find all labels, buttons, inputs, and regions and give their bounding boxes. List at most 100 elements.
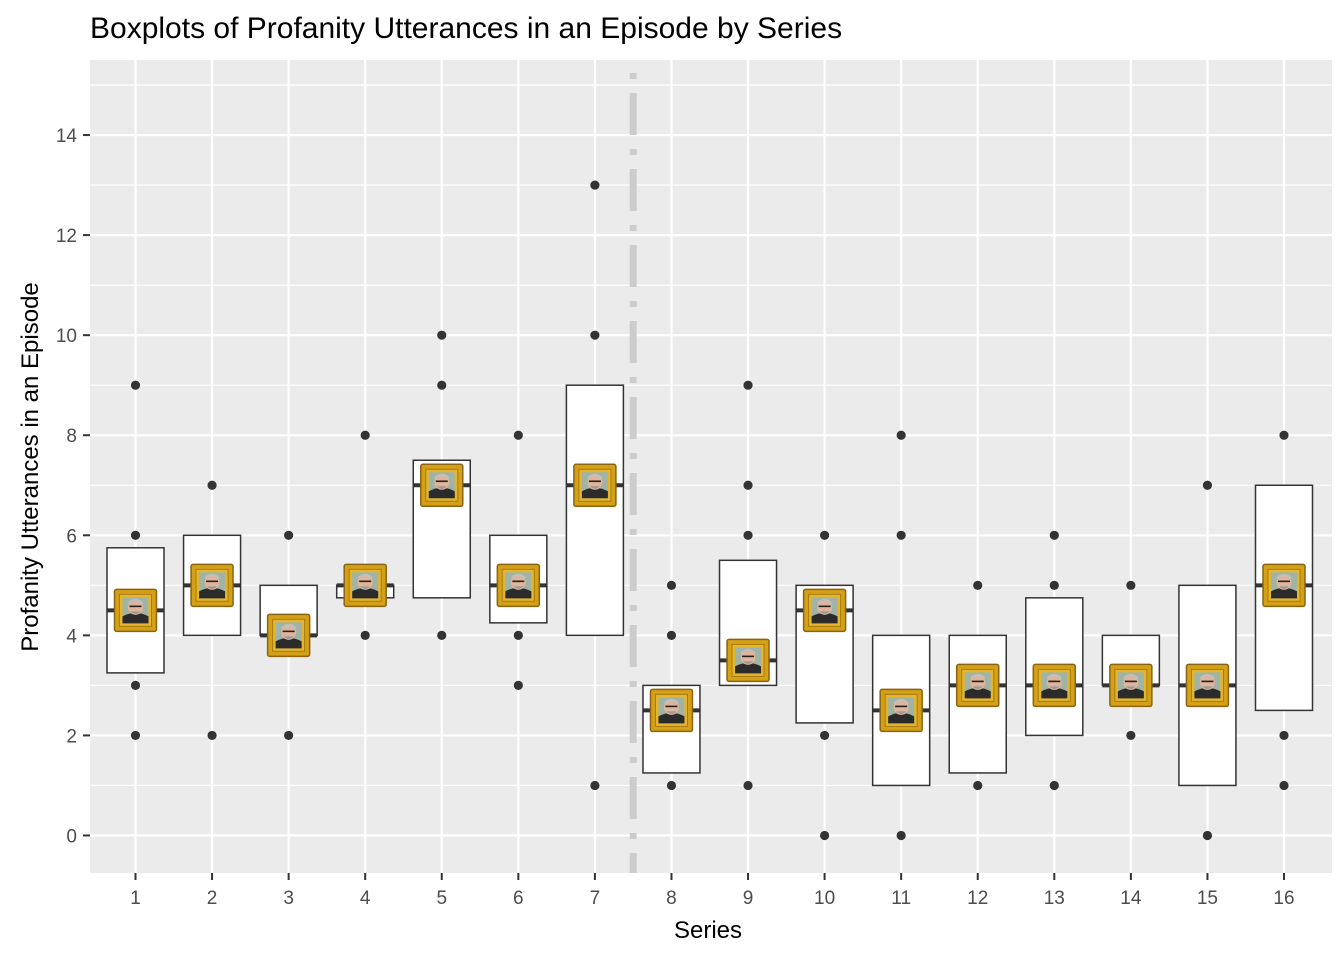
portrait-beard xyxy=(130,611,141,614)
box-series-2 xyxy=(182,480,242,741)
outlier-point xyxy=(284,730,294,741)
y-tick-label: 6 xyxy=(66,526,77,547)
framed-portrait-icon xyxy=(343,563,387,608)
portrait-hair xyxy=(1046,673,1063,680)
portrait-shoulders xyxy=(352,587,379,599)
portrait-beard xyxy=(436,486,447,489)
outlier-point xyxy=(1049,580,1059,590)
framed-portrait-icon xyxy=(1109,663,1153,708)
portrait-beard xyxy=(819,611,830,614)
outlier-point xyxy=(820,730,830,741)
outlier-point xyxy=(1279,430,1289,440)
portrait-face xyxy=(204,574,220,590)
x-tick-label: 9 xyxy=(743,888,754,909)
x-tick-label: 3 xyxy=(283,888,294,909)
x-tick-label: 4 xyxy=(360,888,371,909)
y-tick-label: 12 xyxy=(56,226,77,247)
outlier-point xyxy=(130,380,141,390)
y-tick-label: 4 xyxy=(66,626,77,647)
portrait-face xyxy=(893,699,909,715)
outlier-point xyxy=(590,330,600,340)
x-axis: 1 2 3 4 5 6 7 8 9 10 11 12 13 14 15 16 xyxy=(130,873,1295,909)
portrait-hair xyxy=(1123,673,1139,680)
outlier-point xyxy=(1049,780,1059,791)
portrait-shoulders xyxy=(1117,687,1144,699)
plot-panel xyxy=(90,60,1332,873)
portrait-face xyxy=(128,599,143,615)
y-tick-label: 14 xyxy=(56,126,78,147)
portrait-shoulders xyxy=(505,587,532,599)
outlier-point xyxy=(1279,730,1289,741)
outlier-point xyxy=(820,830,830,841)
portrait-shoulders xyxy=(658,712,685,724)
outlier-point xyxy=(1049,530,1059,540)
y-tick-label: 8 xyxy=(66,426,77,447)
box-series-13 xyxy=(1025,530,1084,791)
outlier-point xyxy=(896,430,906,440)
portrait-beard xyxy=(743,661,754,664)
framed-portrait-icon xyxy=(955,663,1000,708)
outlier-point xyxy=(360,430,370,440)
outlier-point xyxy=(513,430,523,440)
portrait-shoulders xyxy=(1271,587,1297,599)
outlier-point xyxy=(437,630,447,640)
x-tick-label: 11 xyxy=(891,888,911,909)
box-body xyxy=(565,384,625,637)
x-tick-label: 12 xyxy=(967,888,988,909)
portrait-hair xyxy=(357,573,373,580)
portrait-hair xyxy=(740,648,756,655)
x-tick-label: 10 xyxy=(814,888,835,909)
portrait-face xyxy=(740,649,756,665)
portrait-face xyxy=(281,624,297,640)
portrait-beard xyxy=(1125,686,1136,689)
framed-portrait-icon xyxy=(420,463,464,508)
x-tick-label: 1 xyxy=(130,888,141,909)
x-tick-label: 5 xyxy=(436,888,447,909)
portrait-beard xyxy=(1279,586,1289,589)
outlier-point xyxy=(1126,730,1136,741)
framed-portrait-icon xyxy=(1032,663,1077,708)
y-axis: 0 2 4 6 8 10 12 14 xyxy=(56,126,90,847)
x-tick-label: 6 xyxy=(513,888,524,909)
outlier-point xyxy=(1126,580,1136,590)
portrait-face xyxy=(357,574,373,590)
box-series-8 xyxy=(642,580,701,791)
portrait-shoulders xyxy=(122,612,149,624)
portrait-face xyxy=(817,599,833,615)
box-series-15 xyxy=(1178,480,1237,841)
outlier-point xyxy=(896,830,906,841)
portrait-beard xyxy=(283,636,294,639)
outlier-point xyxy=(666,630,677,640)
outlier-point xyxy=(1279,780,1289,791)
portrait-shoulders xyxy=(581,487,608,499)
outlier-point xyxy=(130,730,141,741)
box-series-12 xyxy=(948,580,1007,791)
y-tick-label: 0 xyxy=(66,826,77,847)
portrait-face xyxy=(1199,674,1215,690)
framed-portrait-icon xyxy=(113,588,158,633)
framed-portrait-icon xyxy=(1262,563,1306,608)
outlier-point xyxy=(207,480,217,490)
portrait-hair xyxy=(1276,573,1292,580)
x-axis-title: Series xyxy=(674,917,742,944)
portrait-beard xyxy=(513,586,524,589)
box-series-10 xyxy=(795,530,854,841)
portrait-beard xyxy=(589,486,600,489)
portrait-face xyxy=(587,474,603,490)
x-tick-label: 16 xyxy=(1273,888,1294,909)
portrait-beard xyxy=(896,711,907,714)
portrait-hair xyxy=(1199,673,1216,680)
y-tick-label: 2 xyxy=(66,726,77,747)
framed-portrait-icon xyxy=(649,688,694,733)
box-series-6 xyxy=(489,430,548,690)
x-tick-label: 15 xyxy=(1197,888,1218,909)
outlier-point xyxy=(437,330,447,340)
outlier-point xyxy=(743,480,753,490)
portrait-beard xyxy=(972,686,983,689)
portrait-beard xyxy=(666,711,677,714)
portrait-beard xyxy=(360,586,371,589)
x-tick-label: 7 xyxy=(590,888,601,909)
portrait-shoulders xyxy=(275,637,302,649)
box-series-7 xyxy=(565,180,625,791)
